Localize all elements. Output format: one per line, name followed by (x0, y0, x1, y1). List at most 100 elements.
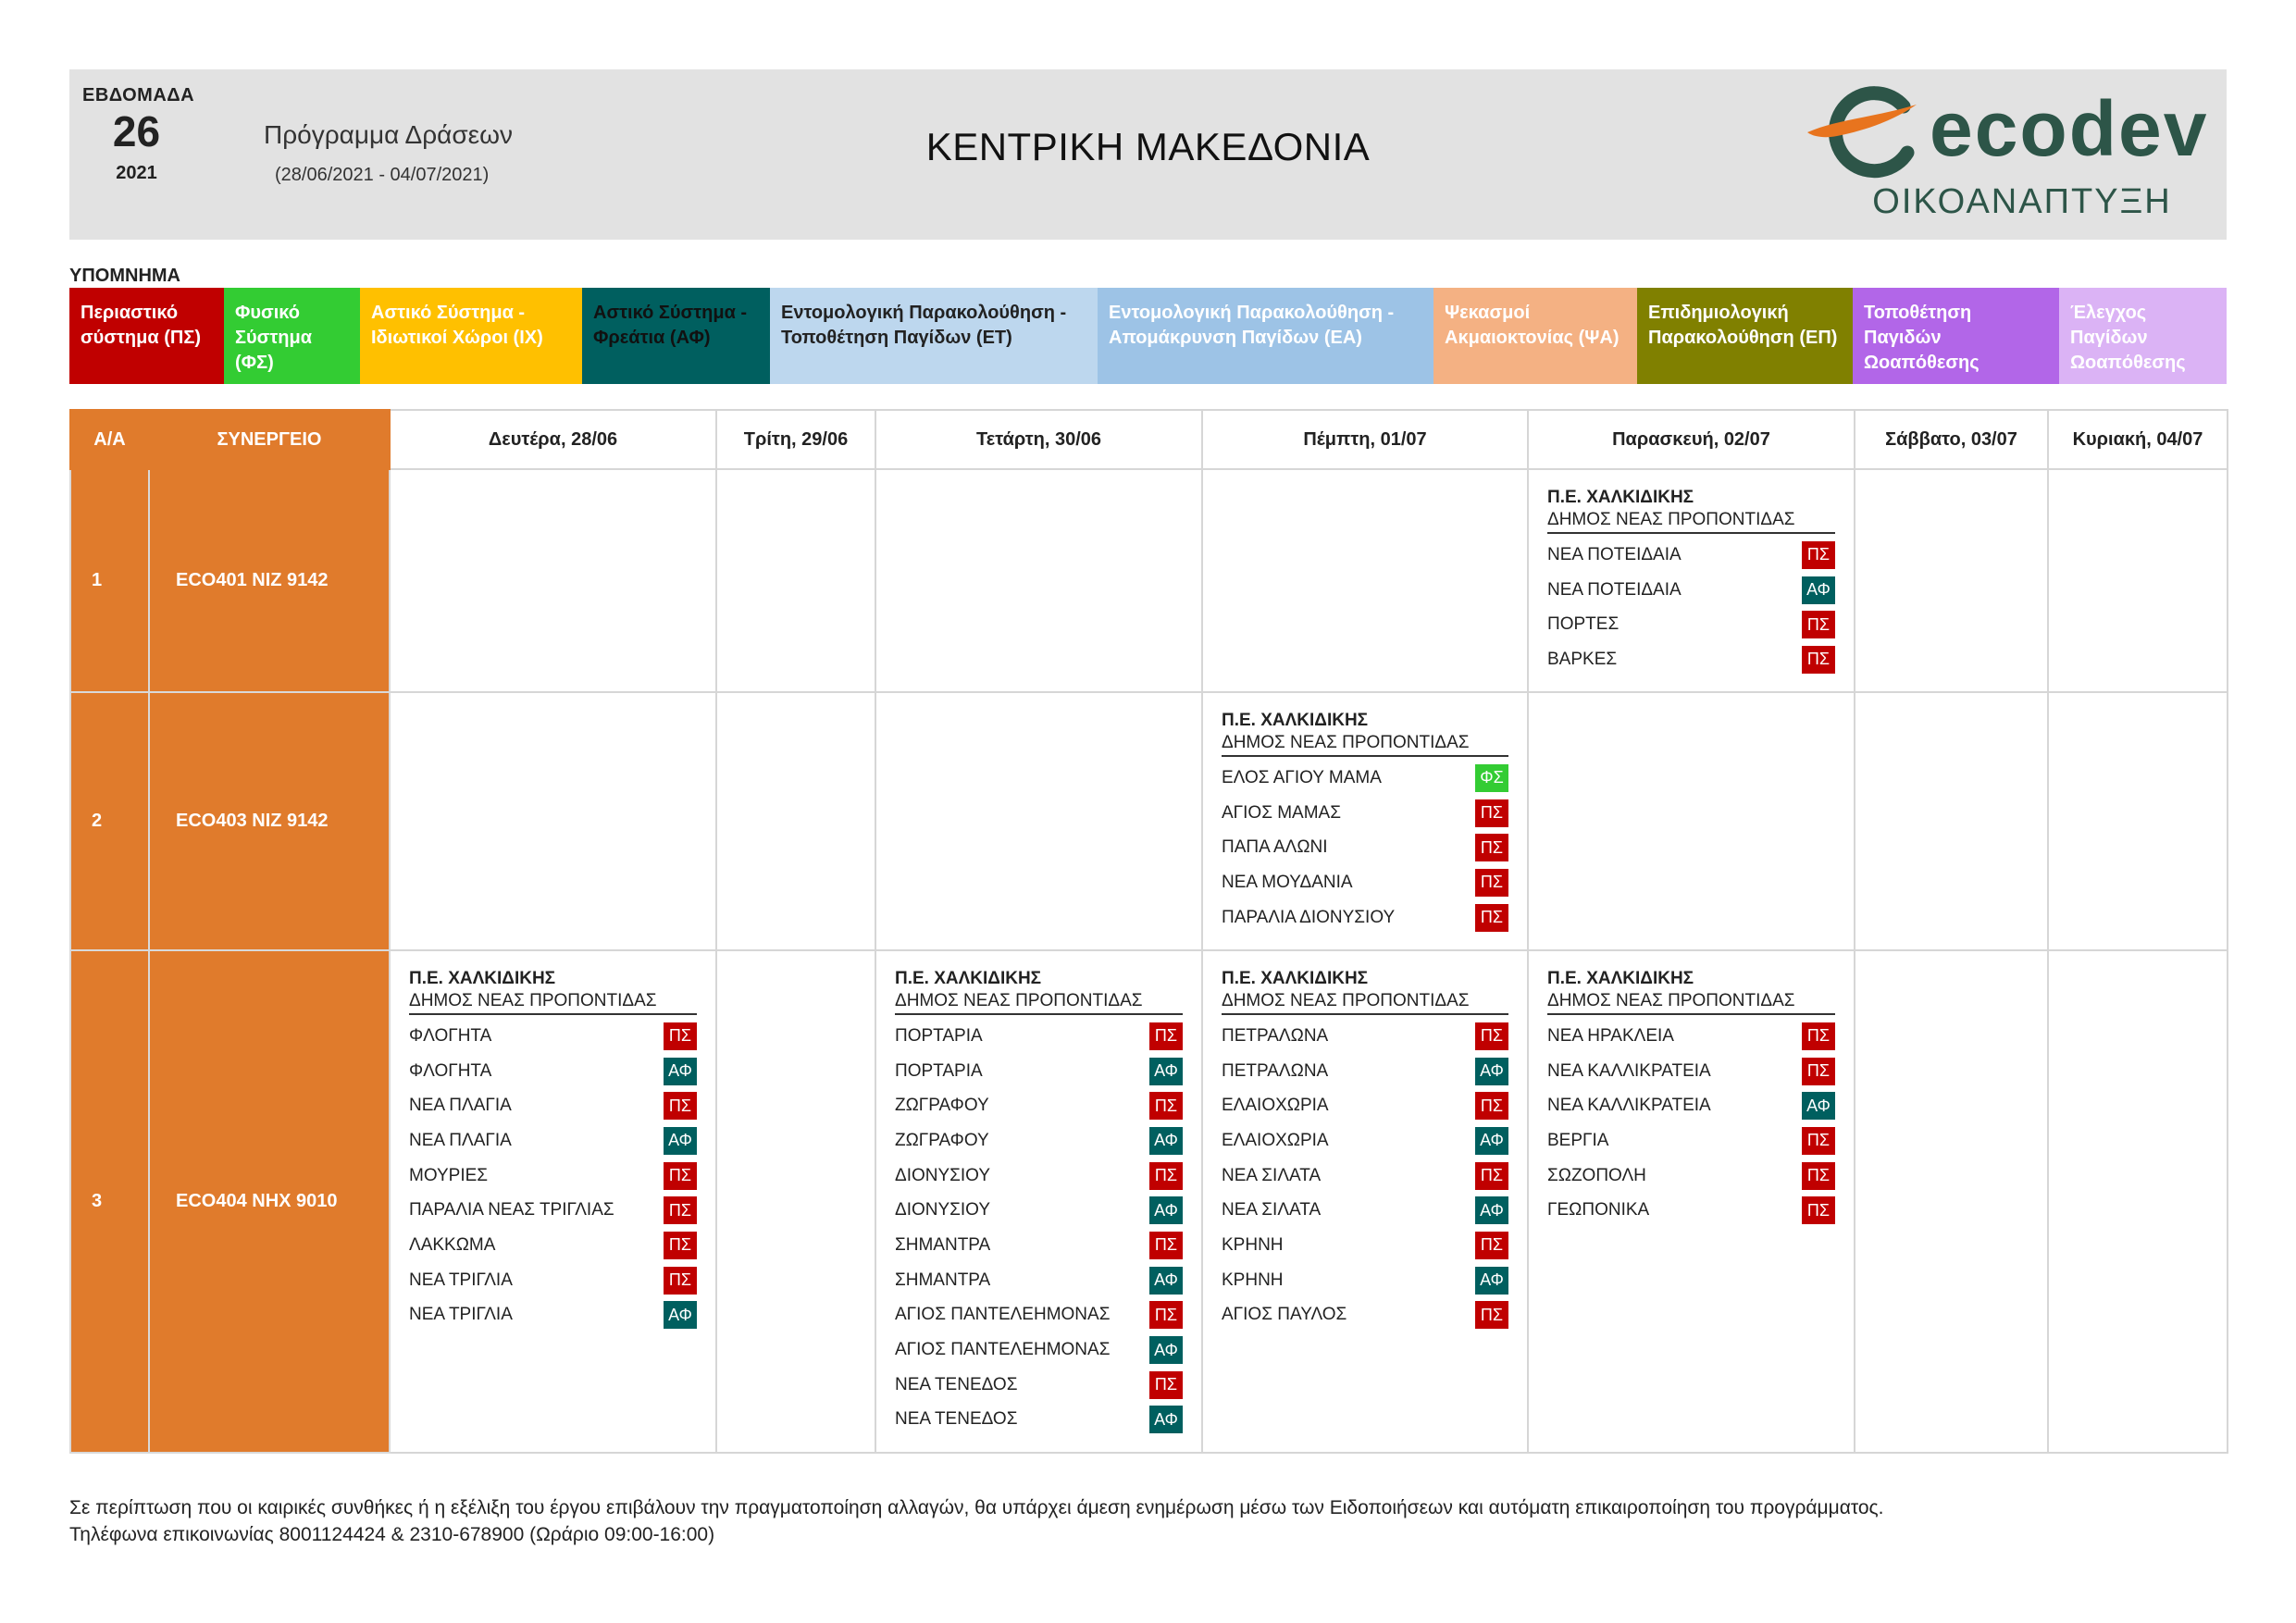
activity-location: ΝΕΑ ΤΕΝΕΔΟΣ (895, 1409, 1018, 1430)
activity-code-badge: ΠΣ (1802, 1022, 1835, 1050)
activity-location: ΣΗΜΑΝΤΡΑ (895, 1270, 991, 1290)
legend-item: Εντομολογική Παρακολούθηση - Απομάκρυνση… (1098, 288, 1433, 384)
regional-unit-label: Π.Ε. ΧΑΛΚΙΔΙΚΗΣ (1547, 969, 1694, 988)
activity-code-badge: ΠΣ (1149, 1022, 1183, 1050)
activity-location: ΝΕΑ ΣΙΛΑΤΑ (1222, 1200, 1322, 1220)
activity-row: ΝΕΑ ΣΙΛΑΤΑ ΠΣ (1222, 1158, 1508, 1194)
activity-location: ΝΕΑ ΗΡΑΚΛΕΙΑ (1547, 1025, 1674, 1046)
legend-item: Εντομολογική Παρακολούθηση - Τοποθέτηση … (770, 288, 1098, 384)
day-cell (875, 468, 1203, 693)
week-year: 2021 (116, 163, 157, 183)
region-title: ΚΕΝΤΡΙΚΗ ΜΑΚΕΔΟΝΙΑ (925, 125, 1371, 168)
activity-code-badge: ΠΣ (1802, 1161, 1835, 1190)
activity-code-badge: ΑΦ (1802, 576, 1835, 604)
schedule-body: 1 ECO401 NIZ 9142 Π.Ε. ΧΑΛΚΙΔΙΚΗΣ ΔΗΜΟΣ ΝΕΑ… (69, 468, 2228, 1454)
activity-code-badge: ΠΣ (664, 1022, 697, 1050)
activity-row: ΒΕΡΓΙΑ ΠΣ (1547, 1123, 1835, 1158)
activity-row: ΕΛΑΙΟΧΩΡΙΑ ΑΦ (1222, 1123, 1508, 1158)
day-cell: Π.Ε. ΧΑΛΚΙΔΙΚΗΣ ΔΗΜΟΣ ΝΕΑΣ ΠΡΟΠΟΝΤΙΔΑΣ ΠΟΡ… (875, 949, 1203, 1454)
activity-location: ΚΡΗΝΗ (1222, 1270, 1284, 1290)
activity-code-badge: ΠΣ (664, 1092, 697, 1121)
col-header-day: Παρασκευή, 02/07 (1527, 409, 1855, 470)
legend-item: Τοποθέτηση Παγιδών Ωοαπόθεσης (1853, 288, 2059, 384)
regional-unit-label: Π.Ε. ΧΑΛΚΙΔΙΚΗΣ (1222, 969, 1369, 988)
activity-row: ΦΛΟΓΗΤΑ ΑΦ (409, 1054, 697, 1089)
footer-line-phones: Τηλέφωνα επικοινωνίας 8001124424 & 2310-… (69, 1524, 715, 1545)
activity-location: ΝΕΑ ΠΛΑΓΙΑ (409, 1096, 512, 1116)
col-header-day: Κυριακή, 04/07 (2047, 409, 2228, 470)
day-cell (2047, 468, 2228, 693)
activity-code-badge: ΑΦ (1149, 1266, 1183, 1295)
activity-row: ΝΕΑ ΤΡΙΓΛΙΑ ΑΦ (409, 1298, 697, 1333)
day-cell (1854, 949, 2049, 1454)
activity-code-badge: ΠΣ (1475, 1092, 1508, 1121)
activity-code-badge: ΠΣ (1802, 611, 1835, 639)
legend-item: Ψεκασμοί Ακμαιοκτονίας (ΨΑ) (1433, 288, 1637, 384)
schedule-table: Α/Α ΣΥΝΕΡΓΕΙΟ Δευτέρα, 28/06 Τρίτη, 29/0… (69, 409, 2228, 1454)
activity-code-badge: ΑΦ (664, 1301, 697, 1330)
municipality-label: ΔΗΜΟΣ ΝΕΑΣ ΠΡΟΠΟΝΤΙΔΑΣ (1222, 732, 1508, 757)
legend-title: ΥΠΟΜΝΗΜΑ (69, 266, 180, 286)
activity-row: ΦΛΟΓΗΤΑ ΠΣ (409, 1019, 697, 1054)
activity-location: ΣΩΖΟΠΟΛΗ (1547, 1165, 1646, 1185)
activity-code-badge: ΑΦ (1149, 1406, 1183, 1434)
activity-code-badge: ΑΦ (1149, 1126, 1183, 1155)
activity-code-badge: ΠΣ (1802, 1057, 1835, 1085)
regional-unit-label: Π.Ε. ΧΑΛΚΙΔΙΚΗΣ (1222, 711, 1369, 730)
program-date-range: (28/06/2021 - 04/07/2021) (275, 165, 490, 185)
activity-row: ΚΡΗΝΗ ΠΣ (1222, 1228, 1508, 1263)
row-number: 1 (69, 468, 150, 693)
activity-row: ΝΕΑ ΠΟΤΕΙΔΑΙΑ ΑΦ (1547, 573, 1835, 608)
activity-code-badge: ΠΣ (1475, 1022, 1508, 1050)
activity-row: ΜΟΥΡΙΕΣ ΠΣ (409, 1158, 697, 1194)
day-cell (389, 468, 717, 693)
table-header-row: Α/Α ΣΥΝΕΡΓΕΙΟ Δευτέρα, 28/06 Τρίτη, 29/0… (69, 409, 2228, 470)
activity-row: ΝΕΑ ΤΕΝΕΔΟΣ ΠΣ (895, 1368, 1183, 1403)
regional-unit-label: Π.Ε. ΧΑΛΚΙΔΙΚΗΣ (895, 969, 1042, 988)
municipality-label: ΔΗΜΟΣ ΝΕΑΣ ΠΡΟΠΟΝΤΙΔΑΣ (1547, 990, 1835, 1015)
activity-location: ΕΛΑΙΟΧΩΡΙΑ (1222, 1130, 1329, 1150)
legend-item: Έλεγχος Παγίδων Ωοαπόθεσης (2059, 288, 2227, 384)
day-cell (715, 468, 876, 693)
activity-code-badge: ΠΣ (1149, 1231, 1183, 1259)
activity-row: ΑΓΙΟΣ ΠΑΥΛΟΣ ΠΣ (1222, 1298, 1508, 1333)
day-cell (389, 691, 717, 951)
ecodev-logo-icon (1807, 86, 1917, 179)
municipality-label: ΔΗΜΟΣ ΝΕΑΣ ΠΡΟΠΟΝΤΙΔΑΣ (895, 990, 1183, 1015)
day-cell: Π.Ε. ΧΑΛΚΙΔΙΚΗΣ ΔΗΜΟΣ ΝΕΑΣ ΠΡΟΠΟΝΤΙΔΑΣ ΠΕΤ… (1201, 949, 1529, 1454)
activity-row: ΝΕΑ ΣΙΛΑΤΑ ΑΦ (1222, 1193, 1508, 1228)
activity-code-badge: ΠΣ (1149, 1301, 1183, 1330)
activity-row: ΓΕΩΠΟΝΙΚΑ ΠΣ (1547, 1193, 1835, 1228)
activity-row: ΒΑΡΚΕΣ ΠΣ (1547, 642, 1835, 677)
legend-item: Αστικό Σύστημα - Φρεάτια (ΑΦ) (582, 288, 770, 384)
activity-row: ΠΕΤΡΑΛΩΝΑ ΠΣ (1222, 1019, 1508, 1054)
logo-subtitle: ΟΙΚΟΑΝΑΠΤΥΞΗ (1872, 182, 2172, 221)
legend: Περιαστικό σύστημα (ΠΣ) Φυσικό Σύστημα (Φ… (69, 288, 2227, 384)
logo-text: ecodev (1930, 85, 2209, 172)
col-header-day: Σάββατο, 03/07 (1854, 409, 2049, 470)
table-row: 3 ECO404 NHX 9010 Π.Ε. ΧΑΛΚΙΔΙΚΗΣ ΔΗΜΟΣ ΝΕΑ… (69, 949, 2228, 1454)
activity-code-badge: ΑΦ (1475, 1196, 1508, 1225)
activity-row: ΚΡΗΝΗ ΑΦ (1222, 1263, 1508, 1298)
day-cell (2047, 949, 2228, 1454)
activity-location: ΝΕΑ ΣΙΛΑΤΑ (1222, 1165, 1322, 1185)
activity-location: ΠΟΡΤΑΡΙΑ (895, 1060, 983, 1081)
activity-code-badge: ΑΦ (1149, 1196, 1183, 1225)
activity-row: ΕΛΟΣ ΑΓΙΟΥ ΜΑΜΑ ΦΣ (1222, 761, 1508, 796)
col-header-day: Πέμπτη, 01/07 (1201, 409, 1529, 470)
activity-row: ΠΟΡΤΕΣ ΠΣ (1547, 607, 1835, 642)
activity-location: ΦΛΟΓΗΤΑ (409, 1025, 492, 1046)
page-header: ΕΒΔΟΜΑΔΑ 26 2021 Πρόγραμμα Δράσεων (28/0… (69, 69, 2227, 240)
activity-code-badge: ΠΣ (664, 1231, 697, 1259)
col-header-day: Τρίτη, 29/06 (715, 409, 876, 470)
activity-code-badge: ΠΣ (1802, 645, 1835, 674)
activity-code-badge: ΑΦ (1802, 1092, 1835, 1121)
activity-location: ΠΕΤΡΑΛΩΝΑ (1222, 1060, 1329, 1081)
activity-location: ΖΩΓΡΑΦΟΥ (895, 1130, 989, 1150)
team-cell: ECO404 NHX 9010 (148, 949, 391, 1454)
activity-location: ΝΕΑ ΚΑΛΛΙΚΡΑΤΕΙΑ (1547, 1096, 1711, 1116)
team-cell: ECO401 NIZ 9142 (148, 468, 391, 693)
table-row: 1 ECO401 NIZ 9142 Π.Ε. ΧΑΛΚΙΔΙΚΗΣ ΔΗΜΟΣ ΝΕΑ… (69, 468, 2228, 693)
activity-code-badge: ΦΣ (1475, 763, 1508, 792)
activity-code-badge: ΠΣ (1475, 1231, 1508, 1259)
